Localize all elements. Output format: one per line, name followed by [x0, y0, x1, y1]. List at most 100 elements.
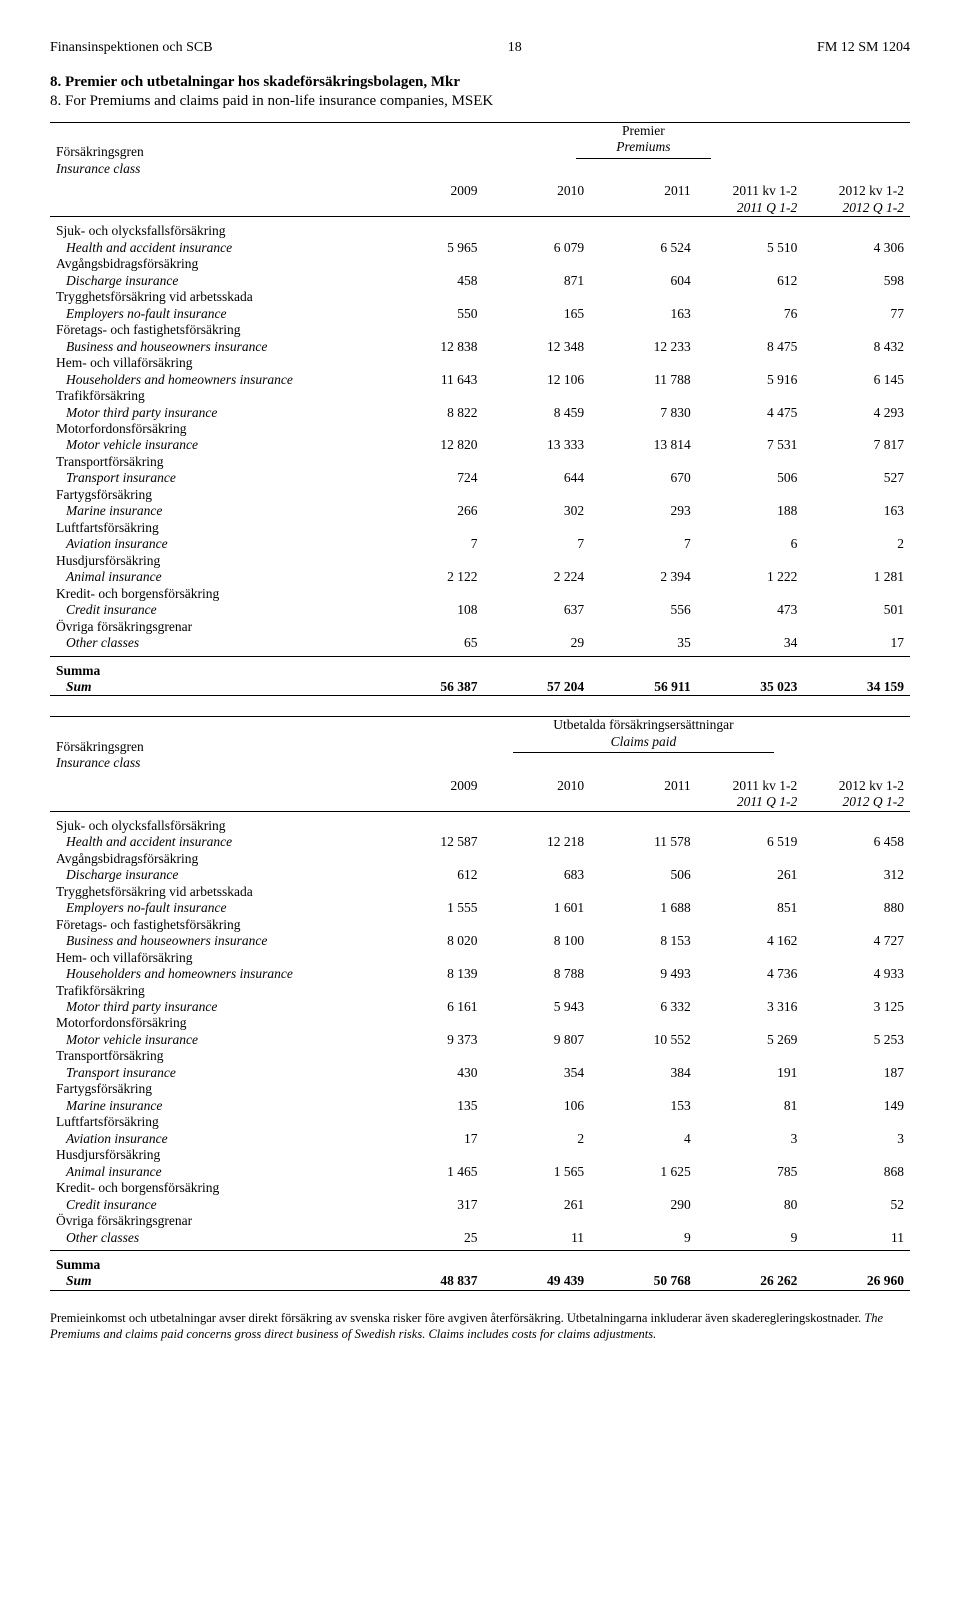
row-label-en: Credit insurance: [50, 1197, 377, 1213]
cell-value: 1 625: [590, 1164, 697, 1180]
cell-value: 871: [483, 273, 590, 289]
col-period-bottom: 2012 Q 1-2: [803, 200, 910, 217]
row-label-sv: Avgångsbidragsförsäkring: [50, 256, 377, 272]
cell-value: 6 458: [803, 834, 910, 850]
cell-value: 12 587: [377, 834, 484, 850]
cell-value: 165: [483, 306, 590, 322]
cell-value: 1 601: [483, 900, 590, 916]
cell-value: 11: [803, 1230, 910, 1246]
cell-value: 8 020: [377, 933, 484, 949]
sum-value: 56 911: [590, 679, 697, 696]
row-label-en: Discharge insurance: [50, 273, 377, 289]
row-label-sv: Trygghetsförsäkring vid arbetsskada: [50, 884, 377, 900]
row-label-en: Discharge insurance: [50, 867, 377, 883]
value-header-en: Claims paid: [611, 734, 677, 749]
cell-value: 644: [483, 470, 590, 486]
row-label-sv: Husdjursförsäkring: [50, 1147, 377, 1163]
cell-value: 8 788: [483, 966, 590, 982]
cell-value: 191: [697, 1065, 804, 1081]
cell-value: 880: [803, 900, 910, 916]
cell-value: 9 373: [377, 1032, 484, 1048]
col-period-bottom: 2011 Q 1-2: [697, 200, 804, 217]
row-label-sv: Motorfordonsförsäkring: [50, 1015, 377, 1031]
cell-value: 1 565: [483, 1164, 590, 1180]
class-label-sv: Försäkringsgren: [50, 123, 377, 161]
row-label-en: Motor third party insurance: [50, 405, 377, 421]
page-header: Finansinspektionen och SCB 18 FM 12 SM 1…: [50, 40, 910, 56]
cell-value: 5 916: [697, 372, 804, 388]
cell-value: 108: [377, 602, 484, 618]
cell-value: 354: [483, 1065, 590, 1081]
cell-value: 5 269: [697, 1032, 804, 1048]
cell-value: 8 822: [377, 405, 484, 421]
row-label-sv: Luftfartsförsäkring: [50, 1114, 377, 1130]
cell-value: 2: [803, 536, 910, 552]
cell-value: 12 106: [483, 372, 590, 388]
cell-value: 6 519: [697, 834, 804, 850]
cell-value: 6 332: [590, 999, 697, 1015]
cell-value: 3 125: [803, 999, 910, 1015]
cell-value: 12 233: [590, 339, 697, 355]
cell-value: 4 293: [803, 405, 910, 421]
sum-label-sv: Summa: [50, 1257, 377, 1273]
cell-value: 29: [483, 635, 590, 651]
cell-value: 506: [590, 867, 697, 883]
col-year: 2010: [483, 183, 590, 199]
cell-value: 785: [697, 1164, 804, 1180]
row-label-en: Business and houseowners insurance: [50, 339, 377, 355]
cell-value: 52: [803, 1197, 910, 1213]
row-label-sv: Fartygsförsäkring: [50, 487, 377, 503]
cell-value: 7: [377, 536, 484, 552]
cell-value: 506: [697, 470, 804, 486]
row-label-sv: Företags- och fastighetsförsäkring: [50, 322, 377, 338]
cell-value: 6 161: [377, 999, 484, 1015]
row-label-en: Motor vehicle insurance: [50, 437, 377, 453]
row-label-sv: Kredit- och borgensförsäkring: [50, 586, 377, 602]
row-label-en: Marine insurance: [50, 503, 377, 519]
col-year: 2009: [377, 778, 484, 794]
title-sv: 8. Premier och utbetalningar hos skadefö…: [50, 74, 910, 91]
cell-value: 4 162: [697, 933, 804, 949]
cell-value: 7: [590, 536, 697, 552]
cell-value: 2 122: [377, 569, 484, 585]
cell-value: 17: [377, 1131, 484, 1147]
row-label-en: Employers no-fault insurance: [50, 306, 377, 322]
class-label-en: Insurance class: [50, 161, 377, 177]
row-label-sv: Transportförsäkring: [50, 454, 377, 470]
col-period-top: 2011 kv 1-2: [697, 778, 804, 794]
cell-value: 1 688: [590, 900, 697, 916]
cell-value: 550: [377, 306, 484, 322]
cell-value: 7 531: [697, 437, 804, 453]
cell-value: 527: [803, 470, 910, 486]
cell-value: 384: [590, 1065, 697, 1081]
cell-value: 34: [697, 635, 804, 651]
cell-value: 683: [483, 867, 590, 883]
cell-value: 9 493: [590, 966, 697, 982]
row-label-sv: Trafikförsäkring: [50, 388, 377, 404]
cell-value: 302: [483, 503, 590, 519]
cell-value: 8 432: [803, 339, 910, 355]
cell-value: 637: [483, 602, 590, 618]
col-period-bottom: 2012 Q 1-2: [803, 794, 910, 811]
cell-value: 670: [590, 470, 697, 486]
cell-value: 81: [697, 1098, 804, 1114]
cell-value: 163: [590, 306, 697, 322]
cell-value: 77: [803, 306, 910, 322]
row-label-en: Health and accident insurance: [50, 240, 377, 256]
sum-value: 56 387: [377, 679, 484, 696]
row-label-en: Transport insurance: [50, 470, 377, 486]
row-label-sv: Övriga försäkringsgrenar: [50, 1213, 377, 1229]
cell-value: 4 736: [697, 966, 804, 982]
row-label-en: Animal insurance: [50, 1164, 377, 1180]
cell-value: 604: [590, 273, 697, 289]
row-label-sv: Trafikförsäkring: [50, 983, 377, 999]
cell-value: 5 253: [803, 1032, 910, 1048]
cell-value: 612: [697, 273, 804, 289]
row-label-sv: Motorfordonsförsäkring: [50, 421, 377, 437]
row-label-en: Motor third party insurance: [50, 999, 377, 1015]
header-left: Finansinspektionen och SCB: [50, 40, 213, 56]
cell-value: 9: [590, 1230, 697, 1246]
cell-value: 8 475: [697, 339, 804, 355]
row-label-sv: Sjuk- och olycksfallsförsäkring: [50, 818, 377, 834]
cell-value: 5 510: [697, 240, 804, 256]
